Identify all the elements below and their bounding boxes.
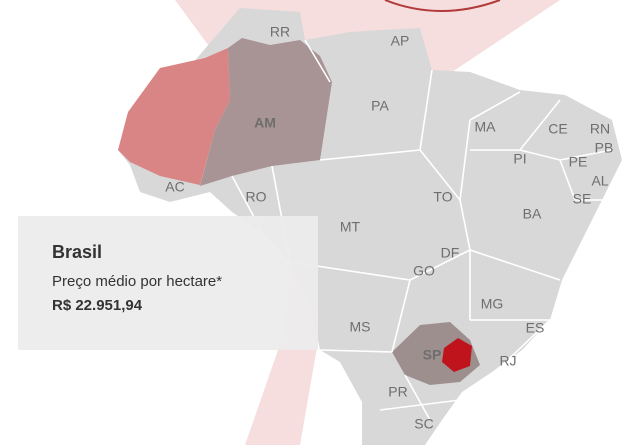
state-borders bbox=[231, 39, 613, 421]
state-label: PE bbox=[569, 154, 588, 170]
info-price: R$ 22.951,94 bbox=[52, 297, 143, 314]
state-label: PA bbox=[371, 98, 389, 114]
state-label: MT bbox=[340, 219, 361, 235]
state-label: DF bbox=[441, 245, 460, 261]
state-label: SP bbox=[423, 347, 442, 363]
state-label: AP bbox=[391, 33, 410, 49]
state-label: RR bbox=[270, 24, 290, 40]
state-label: MA bbox=[475, 119, 497, 135]
state-label: ES bbox=[526, 320, 545, 336]
state-label: MG bbox=[481, 296, 504, 312]
state-label: AC bbox=[165, 179, 184, 195]
state-label: RN bbox=[590, 121, 610, 137]
state-am bbox=[200, 38, 332, 186]
state-label: GO bbox=[413, 263, 435, 279]
state-label: RO bbox=[246, 189, 267, 205]
state-label: SC bbox=[414, 416, 433, 432]
arc bbox=[384, 0, 501, 12]
info-title: Brasil bbox=[52, 242, 102, 262]
state-label: PR bbox=[388, 384, 407, 400]
info-subtitle: Preço médio por hectare* bbox=[52, 273, 222, 290]
state-label: MS bbox=[350, 319, 371, 335]
state-label: CE bbox=[548, 121, 567, 137]
state-label: BA bbox=[523, 206, 542, 222]
state-label: AM bbox=[254, 115, 276, 131]
state-label: PB bbox=[595, 140, 614, 156]
state-label: PI bbox=[513, 151, 526, 167]
state-label: TO bbox=[433, 189, 452, 205]
state-am-west bbox=[118, 48, 230, 185]
state-label: SE bbox=[573, 191, 592, 207]
highlight-region bbox=[442, 338, 472, 372]
state-label: AL bbox=[591, 173, 608, 189]
state-label: RJ bbox=[499, 353, 516, 369]
info-box bbox=[18, 216, 318, 350]
